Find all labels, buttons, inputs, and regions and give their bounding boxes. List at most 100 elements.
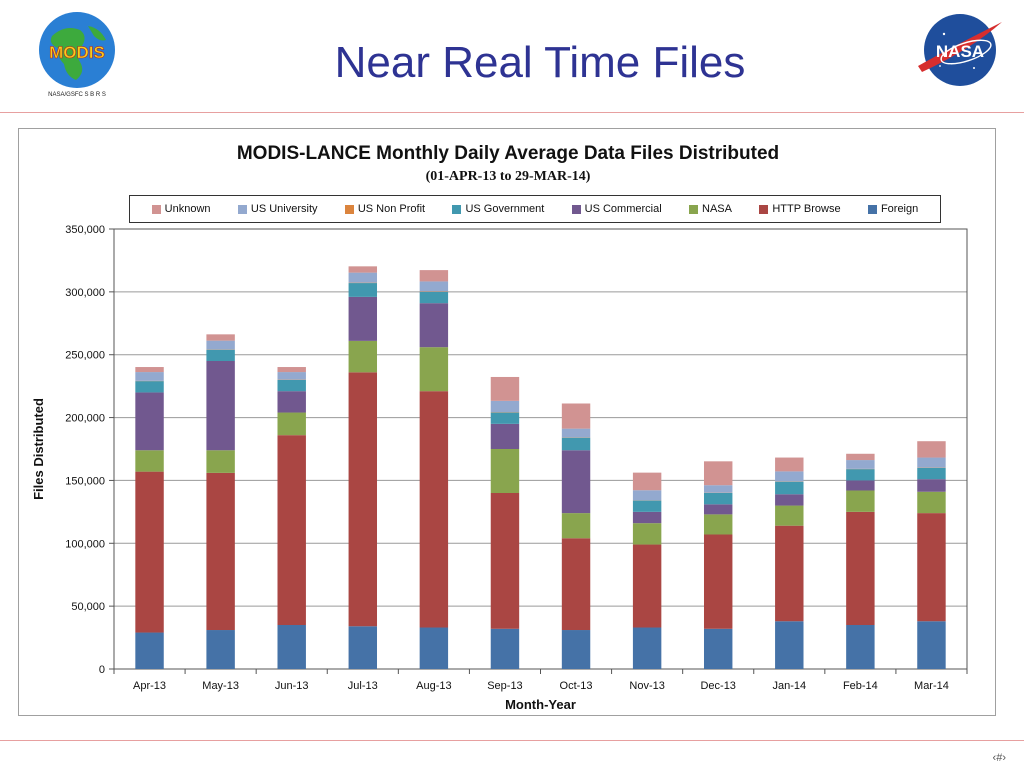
bar-segment <box>419 270 449 282</box>
legend-item: US University <box>237 203 318 215</box>
legend-swatch <box>867 204 877 214</box>
bar-segment <box>846 490 875 512</box>
bar-segment <box>846 453 875 461</box>
bar-segment <box>135 392 164 451</box>
bar-segment <box>419 303 449 348</box>
bar-segment <box>703 534 733 629</box>
bar-segment <box>561 630 591 669</box>
legend-swatch <box>452 204 462 214</box>
bar-segment <box>206 630 235 669</box>
bar-segment <box>775 525 804 622</box>
x-tick-label: Jun-13 <box>275 680 309 692</box>
bar-segment <box>348 340 378 373</box>
bar-segment <box>348 372 378 627</box>
chart-subtitle: (01-APR-13 to 29-MAR-14) <box>425 169 591 184</box>
x-axis-title: Month-Year <box>505 697 576 712</box>
x-tick-label: Jul-13 <box>348 680 378 692</box>
bar-segment <box>775 494 804 506</box>
bar-segment <box>846 511 875 625</box>
bar-segment <box>206 334 235 341</box>
nasa-vector-icon <box>918 22 1002 72</box>
legend-item: US Commercial <box>571 203 662 215</box>
bar-segment <box>206 450 235 473</box>
header-rule <box>0 112 1024 113</box>
bar-segment <box>632 544 662 628</box>
y-axis-title: Files Distributed <box>31 398 46 500</box>
bar-segment <box>917 479 946 492</box>
bar-segment <box>775 505 804 526</box>
x-tick-label: Feb-14 <box>843 680 878 692</box>
x-tick-label: Mar-14 <box>914 680 949 692</box>
chart-title: MODIS-LANCE Monthly Daily Average Data F… <box>236 143 780 164</box>
bar-segment <box>632 523 662 545</box>
x-tick-label: Dec-13 <box>700 680 735 692</box>
modis-logo: MODIS NASA/GSFC S B R S <box>39 12 115 98</box>
bar-segment <box>135 381 164 393</box>
bar-segment <box>561 437 591 451</box>
bar-segment <box>135 450 164 472</box>
bar-segment <box>632 511 662 524</box>
legend-swatch <box>689 204 699 214</box>
bar-segment <box>277 367 306 373</box>
x-tick-label: Oct-13 <box>560 680 593 692</box>
x-tick-label: Jan-14 <box>772 680 806 692</box>
legend-label: US University <box>250 203 318 215</box>
chart-frame: MODIS-LANCE Monthly Daily Average Data F… <box>18 128 996 716</box>
legend-swatch <box>237 204 247 214</box>
bar-segment <box>846 469 875 481</box>
page-number: ‹#› <box>992 752 1006 764</box>
chart-plot: 0 50,000 100,000 150,000 200,000 250,000 300,0… <box>31 224 968 712</box>
bar-segment <box>277 372 306 380</box>
bar-segment <box>277 412 306 436</box>
bar-segment <box>775 481 804 495</box>
bar-segment <box>348 296 378 341</box>
legend-swatch <box>759 204 769 214</box>
bar-segment <box>135 471 164 633</box>
y-tick-label: 350,000 <box>65 224 105 236</box>
bar-segment <box>846 460 875 469</box>
y-tick-label: 250,000 <box>65 350 105 362</box>
bar-segment <box>632 500 662 512</box>
bar-segment <box>703 493 733 505</box>
bar-segment <box>703 504 733 515</box>
bar-segment <box>846 480 875 491</box>
nasa-logo: NASA <box>918 14 1002 86</box>
bar-segment <box>775 471 804 482</box>
bar-segment <box>135 632 164 669</box>
bar-segment <box>561 428 591 438</box>
bar-segment <box>348 283 378 297</box>
legend-item: US Non Profit <box>344 203 426 215</box>
legend-item: US Government <box>452 203 544 215</box>
bar-segment <box>277 625 306 669</box>
bar-segment <box>490 423 520 449</box>
x-tick-label: Apr-13 <box>133 680 166 692</box>
bar-segment <box>775 621 804 669</box>
bar-segment <box>632 627 662 669</box>
legend-item: Unknown <box>151 203 211 215</box>
legend-label: US Non Profit <box>357 203 426 215</box>
x-tick-label: May-13 <box>202 680 239 692</box>
bar-segment <box>419 347 449 392</box>
legend-item: Foreign <box>867 203 918 215</box>
bar-segment <box>348 272 378 283</box>
nasa-logo-text: NASA <box>936 42 984 61</box>
x-tick-label: Nov-13 <box>629 680 664 692</box>
y-tick-label: 50,000 <box>71 601 105 613</box>
modis-logo-text: MODIS <box>49 43 105 62</box>
legend-label: US Government <box>465 203 545 215</box>
bar-segment <box>277 379 306 392</box>
bar-segment <box>846 625 875 669</box>
bar-segment <box>703 628 733 669</box>
y-tick-label: 0 <box>99 664 105 676</box>
bar-segment <box>419 281 449 292</box>
x-tick-label: Aug-13 <box>416 680 451 692</box>
bar-segment <box>490 449 520 493</box>
bar-segment <box>206 349 235 361</box>
bar-segment <box>490 493 520 629</box>
legend-swatch <box>151 204 161 214</box>
bar-segment <box>135 372 164 381</box>
bar-segment <box>561 450 591 514</box>
legend-swatch <box>344 204 354 214</box>
bar-segment <box>703 514 733 535</box>
bar-segment <box>917 441 946 458</box>
